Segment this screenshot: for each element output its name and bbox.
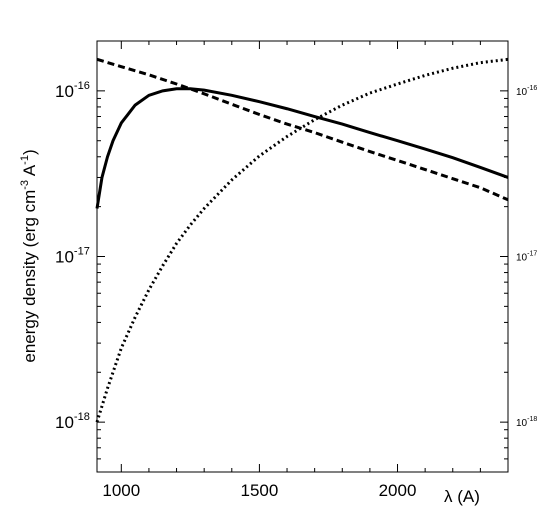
y-axis-title-exp2: -1 bbox=[19, 155, 31, 165]
ticks-layer: 1000 1500 2000 10-18 10-18 10-17 10-17 10-16 10-… bbox=[55, 40, 537, 500]
y-axis-title-main: energy density (erg cm bbox=[20, 190, 39, 363]
y-right-tick-label: 10-16 bbox=[516, 85, 537, 98]
x-tick-label: 1500 bbox=[240, 481, 278, 500]
y-tick-label: 10-17 bbox=[55, 246, 90, 267]
plot-frame bbox=[96, 40, 509, 473]
y-axis-title-end: ) bbox=[20, 149, 39, 155]
y-tick-label: 10-16 bbox=[55, 80, 90, 101]
y-axis-title-exp: -3 bbox=[19, 180, 31, 190]
y-right-tick-label: 10-18 bbox=[516, 416, 537, 429]
series-line-solid bbox=[95, 87, 509, 209]
x-axis-title: λ (A) bbox=[444, 487, 480, 506]
y-axis-title-mid: A bbox=[20, 164, 39, 180]
y-tick-label: 10-18 bbox=[55, 411, 90, 432]
y-right-tick-label: 10-17 bbox=[516, 251, 537, 264]
series-line-dotted bbox=[95, 57, 509, 423]
y-axis-title: energy density (erg cm-3 A-1) bbox=[19, 149, 39, 362]
x-tick-label: 2000 bbox=[379, 481, 417, 500]
series-layer bbox=[95, 57, 509, 423]
series-line-dashed bbox=[96, 57, 509, 202]
x-tick-label: 1000 bbox=[102, 481, 140, 500]
